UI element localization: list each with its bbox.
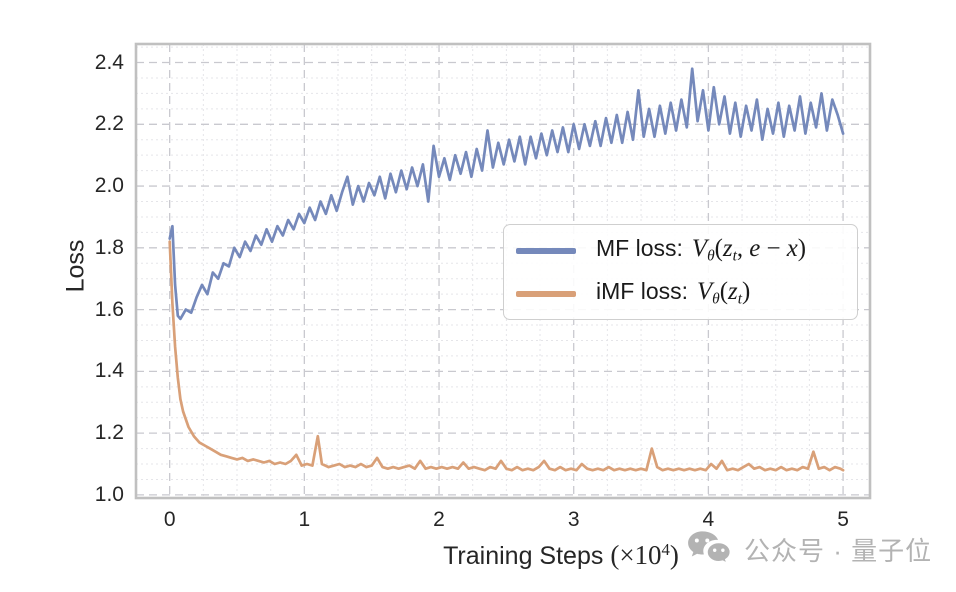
x-axis-title: Training Steps (×104) (443, 540, 679, 571)
legend-label-imf-loss: iMF loss: Vθ(zt) (596, 278, 750, 308)
mf-loss-line (168, 67, 845, 321)
legend-label-mf-loss: MF loss: Vθ(zt, e − x) (596, 235, 806, 265)
math-token: 4 (661, 540, 670, 559)
legend-item-imf-loss: iMF loss: Vθ(zt) (514, 272, 847, 315)
y-tick-label: 2.4 (94, 50, 124, 74)
x-tick-label: 5 (837, 508, 849, 531)
x-axis-title-math: (×104) (610, 540, 679, 570)
x-tick-label: 0 (163, 508, 176, 531)
watermark: 公众号 · 量子位 (686, 530, 932, 568)
wechat-icon (688, 531, 732, 565)
math-token: 10 (634, 540, 662, 571)
math-token: θ (712, 290, 720, 308)
y-tick-label: 1.6 (94, 297, 124, 321)
math-token: z (728, 278, 738, 306)
x-axis-title-text: Training Steps (443, 542, 604, 571)
legend-swatch-mf-loss (516, 247, 576, 254)
math-token: − (760, 235, 787, 263)
y-axis-title: Loss (61, 239, 90, 293)
watermark-text: 公众号 · 量子位 (744, 535, 933, 566)
x-tick-label: 1 (298, 508, 311, 531)
math-token: , (736, 235, 750, 263)
legend-label-imf-loss-formula: Vθ(zt) (697, 278, 751, 308)
legend-label-imf-loss-text: iMF loss: (596, 278, 688, 305)
math-token: ) (741, 278, 751, 306)
math-token: ( (719, 278, 729, 306)
math-token: t (732, 247, 737, 265)
imf-loss-line (168, 240, 845, 472)
math-token: V (691, 235, 708, 263)
legend-label-mf-loss-formula: Vθ(zt, e − x) (691, 235, 807, 265)
y-tick-label: 2.2 (94, 112, 124, 136)
x-tick-label: 4 (702, 508, 715, 531)
math-token: θ (707, 247, 715, 265)
math-token: ( (714, 235, 723, 263)
legend-label-mf-loss-text: MF loss: (596, 235, 683, 262)
y-tick-label: 1.4 (94, 359, 124, 383)
math-token: e (749, 235, 761, 263)
x-tick-label: 3 (567, 508, 580, 531)
math-token: ) (669, 540, 679, 571)
legend-item-mf-loss: MF loss: Vθ(zt, e − x) (514, 229, 847, 272)
y-tick-label: 1.0 (94, 482, 124, 506)
math-token: ) (797, 235, 807, 263)
math-token: x (786, 235, 798, 263)
math-token: z (722, 235, 733, 263)
y-tick-label: 2.0 (94, 174, 124, 198)
x-tick-label: 2 (433, 508, 445, 531)
math-token: V (697, 278, 713, 306)
y-tick-label: 1.8 (94, 235, 124, 259)
legend: MF loss: Vθ(zt, e − x) iMF loss: Vθ(zt) (503, 224, 858, 320)
y-tick-label: 1.2 (94, 421, 124, 445)
math-token: t (737, 290, 742, 308)
math-token: ( (610, 540, 620, 571)
legend-swatch-imf-loss (516, 290, 576, 297)
math-token: × (619, 540, 635, 571)
